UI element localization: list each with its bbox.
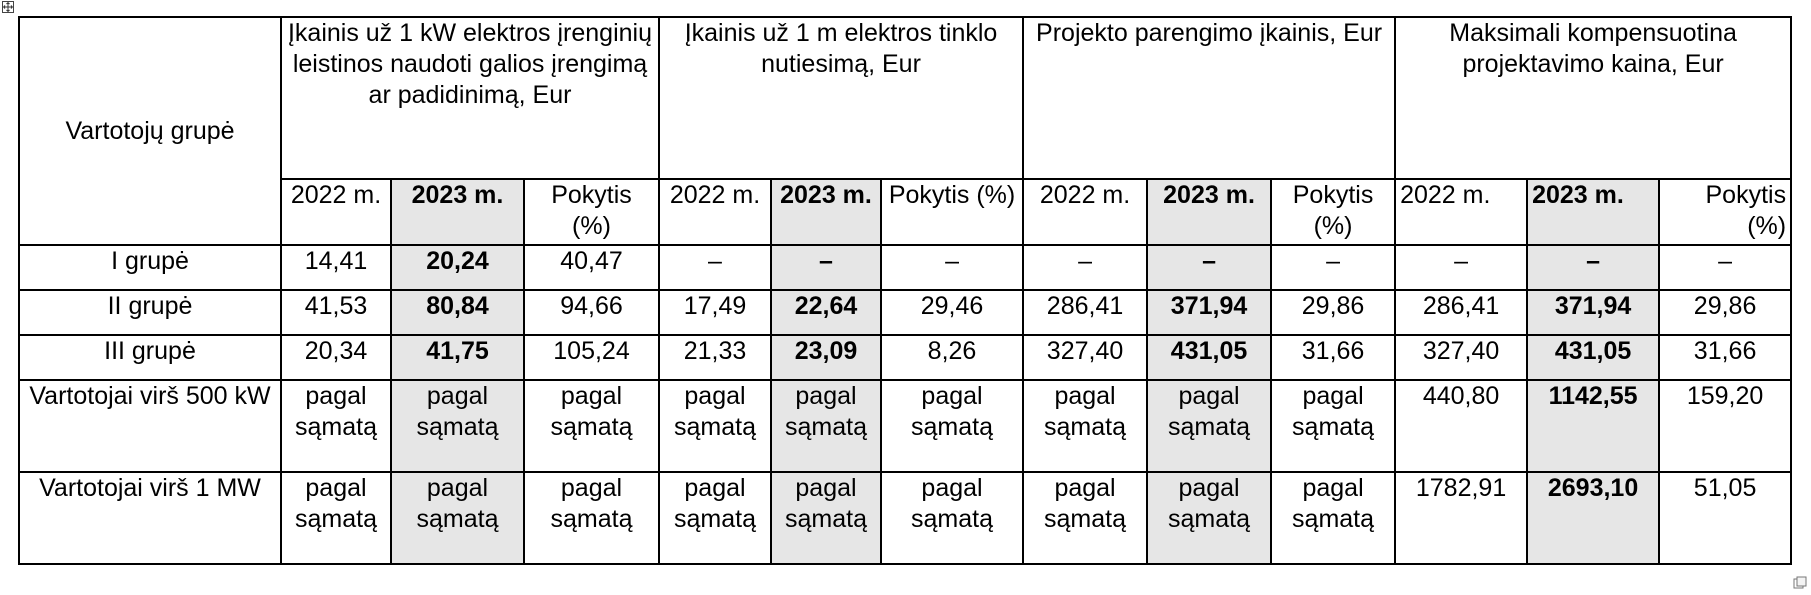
value-cell: 8,26 <box>879 334 1025 381</box>
value-cell: 286,41 <box>1394 289 1529 336</box>
year-2023-header: 2023 m. <box>770 178 882 246</box>
tariff-table: Vartotojų grupė Įkainis už 1 kW elektros… <box>18 16 1793 565</box>
value-cell: pagal sąmatą <box>770 379 882 473</box>
value-cell: 23,09 <box>770 334 882 381</box>
value-cell: 327,40 <box>1022 334 1149 381</box>
value-cell: 94,66 <box>523 289 660 336</box>
value-cell: 40,47 <box>523 244 660 291</box>
group-name-cell: II grupė <box>18 289 282 336</box>
value-cell: 431,05 <box>1146 334 1273 381</box>
change-header: Pokytis (%) <box>523 178 660 246</box>
value-cell: pagal sąmatą <box>658 471 772 565</box>
table-row: III grupė 20,34 41,75 105,24 21,33 23,09… <box>18 334 1793 381</box>
value-cell: – <box>770 244 882 291</box>
value-cell: 29,86 <box>1658 289 1793 336</box>
value-cell: 14,41 <box>280 244 392 291</box>
value-cell: 17,49 <box>658 289 772 336</box>
value-cell: 41,75 <box>390 334 525 381</box>
value-cell: 1782,91 <box>1394 471 1529 565</box>
change-header: Pokytis (%) <box>879 178 1025 246</box>
value-cell: 21,33 <box>658 334 772 381</box>
table-row: Vartotojai virš 500 kW pagal sąmatą paga… <box>18 379 1793 473</box>
value-cell: pagal sąmatą <box>280 379 392 473</box>
value-cell: 31,66 <box>1270 334 1397 381</box>
change-header: Pokytis (%) <box>1658 178 1793 246</box>
change-header: Pokytis (%) <box>1270 178 1397 246</box>
value-cell: – <box>1146 244 1273 291</box>
value-cell: 1142,55 <box>1526 379 1661 473</box>
value-cell: 22,64 <box>770 289 882 336</box>
value-cell: 159,20 <box>1658 379 1793 473</box>
value-cell: pagal sąmatą <box>1146 471 1273 565</box>
value-cell: pagal sąmatą <box>658 379 772 473</box>
value-cell: 31,66 <box>1658 334 1793 381</box>
year-2023-header: 2023 m. <box>1526 178 1661 246</box>
project-tariff-header: Projekto parengimo įkainis, Eur <box>1022 16 1397 180</box>
value-cell: 371,94 <box>1526 289 1661 336</box>
value-cell: 80,84 <box>390 289 525 336</box>
value-cell: 371,94 <box>1146 289 1273 336</box>
value-cell: pagal sąmatą <box>523 379 660 473</box>
network-tariff-header: Įkainis už 1 m elektros tinklo nutiesimą… <box>657 16 1025 180</box>
group-name-cell: Vartotojai virš 1 MW <box>18 471 282 565</box>
table-row: I grupė 14,41 20,24 40,47 – – – – – – – … <box>18 244 1793 291</box>
group-name-cell: III grupė <box>18 334 282 381</box>
resize-handle-icon[interactable] <box>1793 576 1807 590</box>
value-cell: 51,05 <box>1658 471 1793 565</box>
value-cell: – <box>1394 244 1529 291</box>
value-cell: – <box>658 244 772 291</box>
value-cell: pagal sąmatą <box>879 379 1025 473</box>
value-cell: pagal sąmatą <box>1270 379 1397 473</box>
year-2022-header: 2022 m. <box>658 178 772 246</box>
value-cell: 29,46 <box>879 289 1025 336</box>
value-cell: pagal sąmatą <box>523 471 660 565</box>
value-cell: 2693,10 <box>1526 471 1661 565</box>
year-2023-header: 2023 m. <box>390 178 525 246</box>
group-name-cell: I grupė <box>18 244 282 291</box>
value-cell: 440,80 <box>1394 379 1529 473</box>
value-cell: pagal sąmatą <box>390 379 525 473</box>
value-cell: 286,41 <box>1022 289 1149 336</box>
value-cell: 105,24 <box>523 334 660 381</box>
value-cell: 29,86 <box>1270 289 1397 336</box>
power-tariff-header: Įkainis už 1 kW elektros įrenginių leist… <box>280 16 660 180</box>
value-cell: 20,24 <box>390 244 525 291</box>
group-name-cell: Vartotojai virš 500 kW <box>18 379 282 473</box>
value-cell: pagal sąmatą <box>879 471 1025 565</box>
year-2022-header: 2022 m. <box>1394 178 1529 246</box>
table-move-handle-icon[interactable] <box>2 1 14 13</box>
value-cell: 327,40 <box>1394 334 1529 381</box>
value-cell: 41,53 <box>280 289 392 336</box>
table-row: II grupė 41,53 80,84 94,66 17,49 22,64 2… <box>18 289 1793 336</box>
value-cell: pagal sąmatą <box>1022 471 1149 565</box>
max-design-cost-header: Maksimali kompensuotina projektavimo kai… <box>1394 16 1793 180</box>
year-2022-header: 2022 m. <box>280 178 392 246</box>
value-cell: pagal sąmatą <box>1146 379 1273 473</box>
value-cell: pagal sąmatą <box>1270 471 1397 565</box>
value-cell: – <box>1022 244 1149 291</box>
value-cell: 20,34 <box>280 334 392 381</box>
value-cell: – <box>1270 244 1397 291</box>
group-column-header: Vartotojų grupė <box>18 16 282 246</box>
value-cell: pagal sąmatą <box>390 471 525 565</box>
value-cell: pagal sąmatą <box>280 471 392 565</box>
year-2022-header: 2022 m. <box>1022 178 1149 246</box>
value-cell: pagal sąmatą <box>1022 379 1149 473</box>
value-cell: – <box>879 244 1025 291</box>
value-cell: – <box>1526 244 1661 291</box>
value-cell: pagal sąmatą <box>770 471 882 565</box>
value-cell: – <box>1658 244 1793 291</box>
year-2023-header: 2023 m. <box>1146 178 1273 246</box>
value-cell: 431,05 <box>1526 334 1661 381</box>
table-row: Vartotojai virš 1 MW pagal sąmatą pagal … <box>18 471 1793 565</box>
